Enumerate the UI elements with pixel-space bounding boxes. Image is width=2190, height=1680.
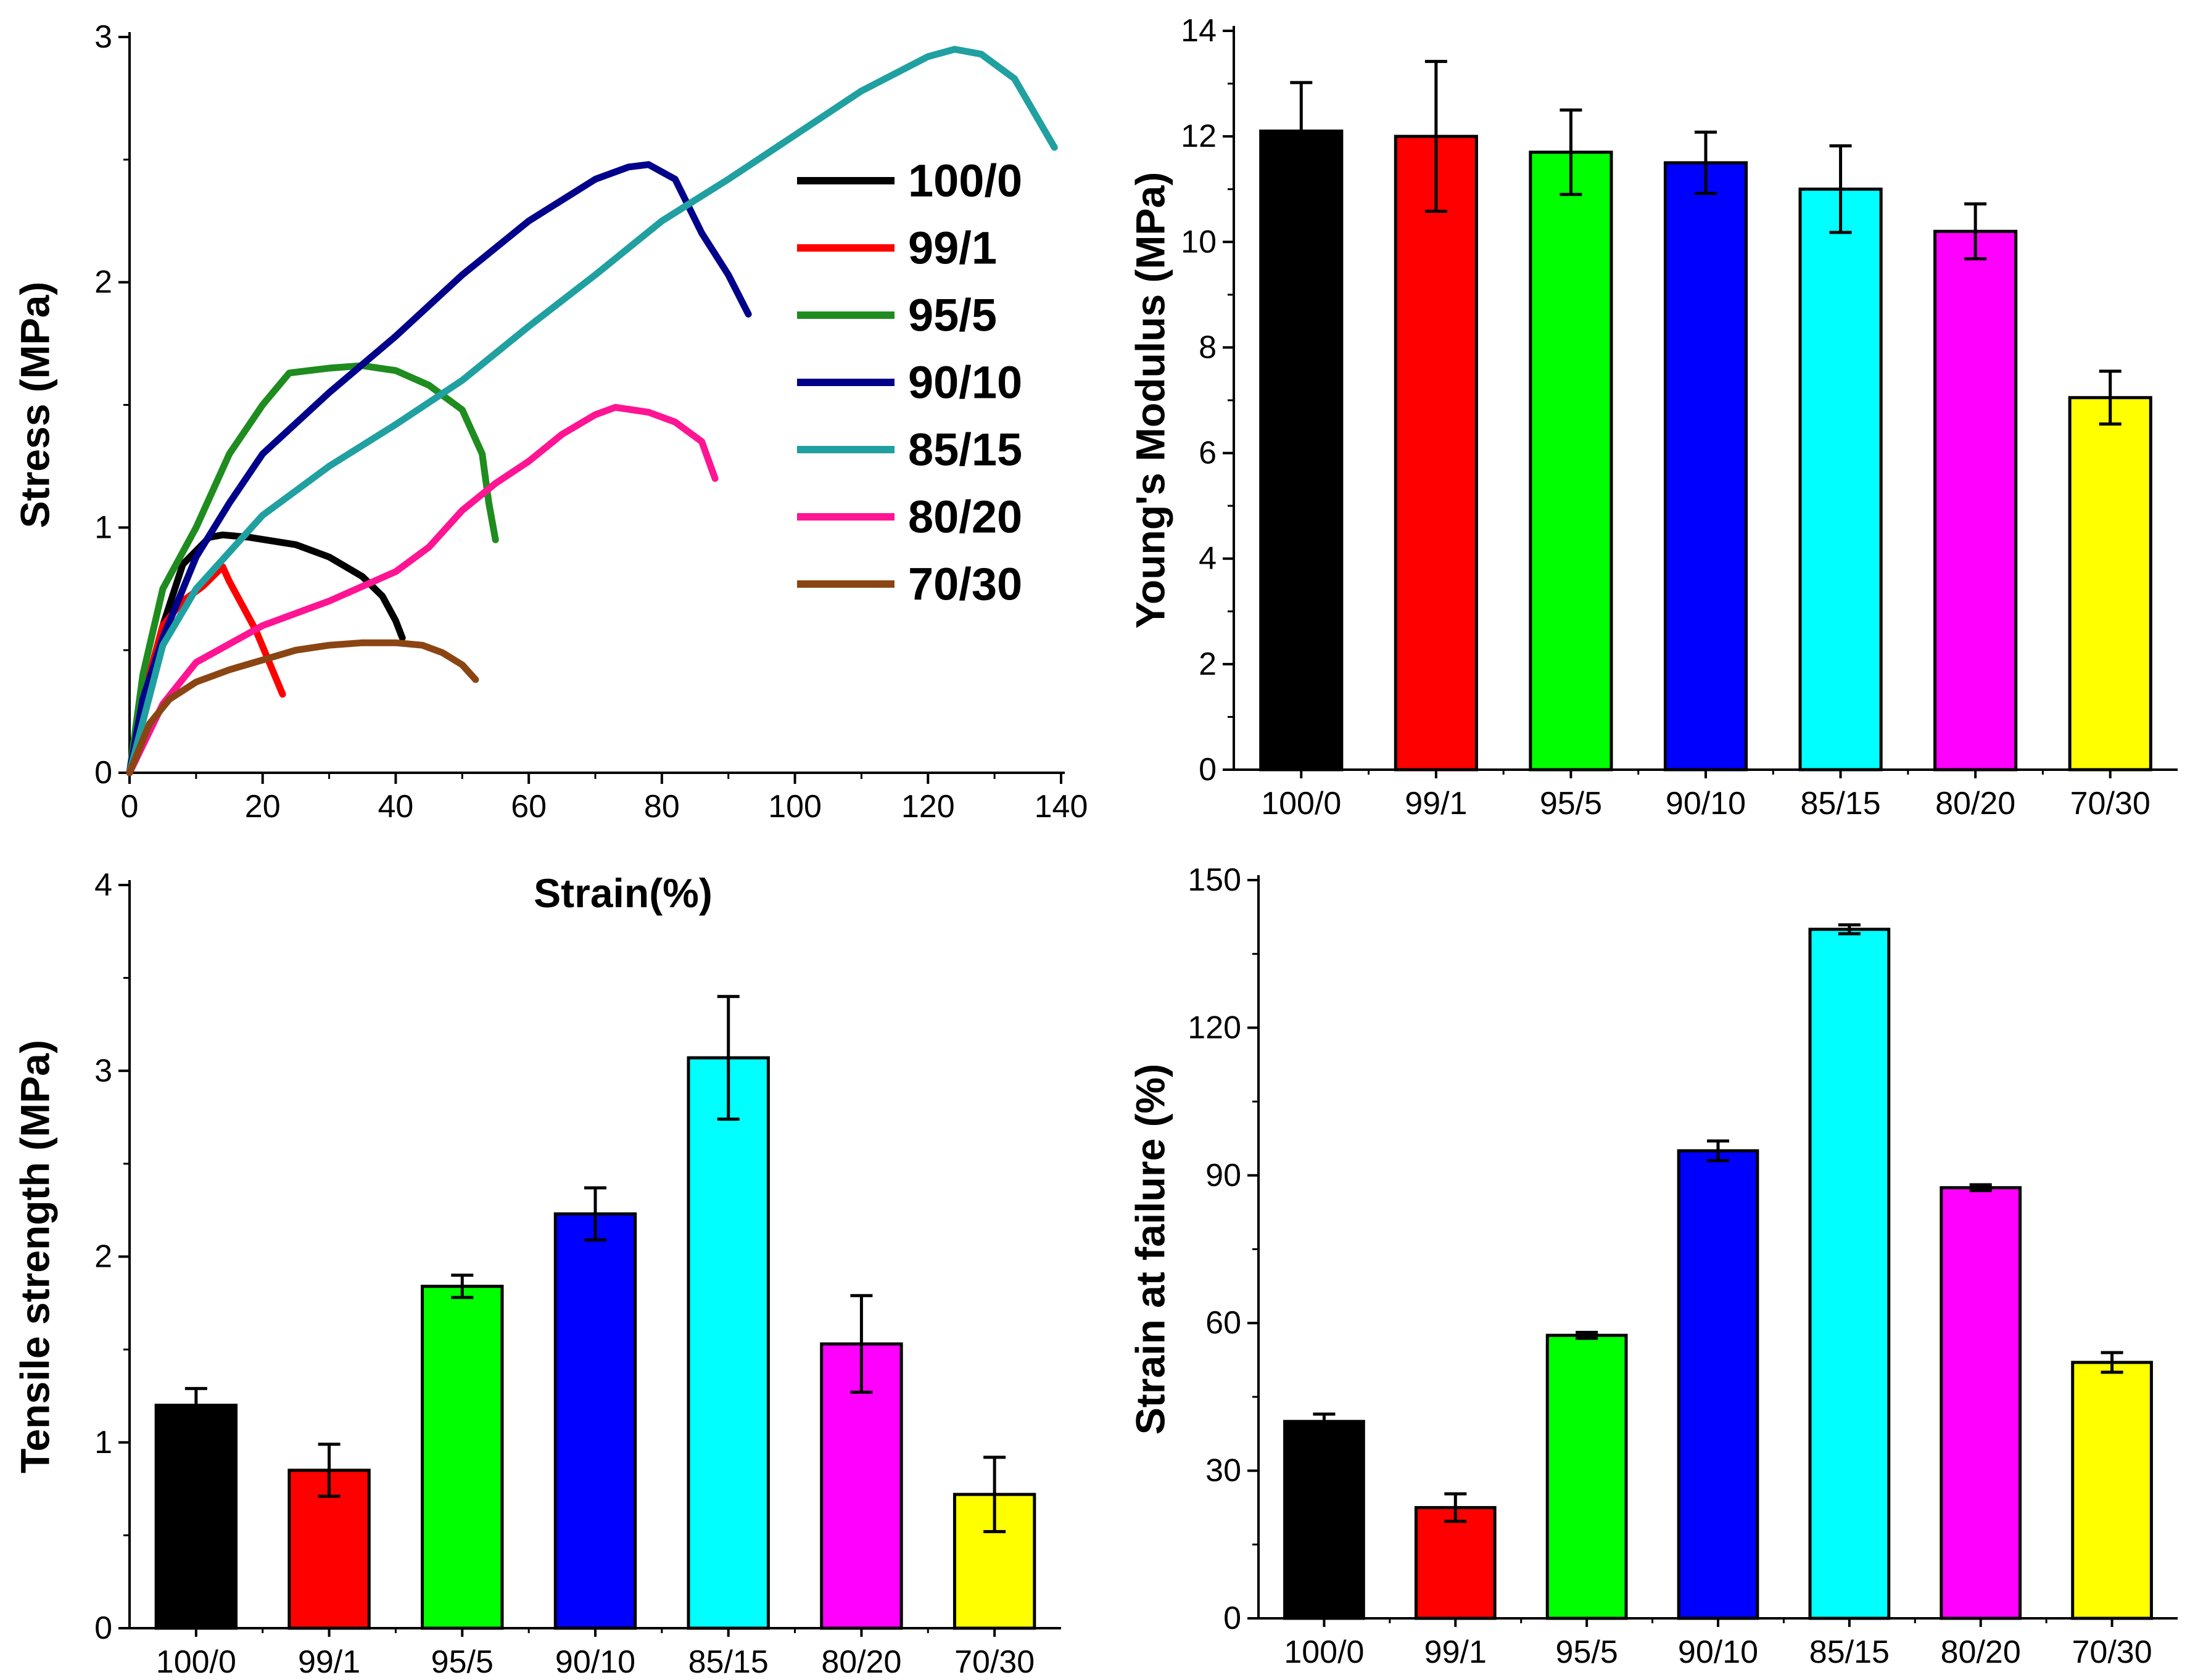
x-tick-label: 0 [121, 789, 139, 825]
y-tick-label: 2 [1199, 646, 1217, 682]
y-tick-label: 0 [1223, 1600, 1241, 1636]
x-tick-label: 100/0 [156, 1644, 236, 1680]
x-tick-label: 100 [768, 789, 822, 825]
x-tick-label: 70/30 [954, 1644, 1035, 1680]
y-tick-label: 12 [1181, 118, 1217, 154]
y-axis-title: Tensile strength (MPa) [12, 1040, 57, 1473]
x-axis-title: Strain(%) [534, 870, 713, 916]
bar-90-10 [553, 1212, 637, 1630]
y-tick-label: 4 [94, 867, 112, 903]
bar-100-0 [154, 1404, 238, 1630]
x-tick-label: 80/20 [1941, 1634, 2021, 1670]
y-tick-label: 150 [1188, 862, 1241, 898]
youngs-modulus-panel: 0 2 4 6 8 10 12 14 100/0 99/1 95/5 90/10 85/15 80/20 7… [1127, 13, 2178, 821]
bar-70-30 [2071, 1361, 2153, 1620]
x-tick-label: 90/10 [1666, 786, 1746, 821]
x-tick-label: 80/20 [1935, 786, 2015, 821]
bar-80-20 [1933, 229, 2018, 772]
bar-99-1 [1394, 134, 1478, 772]
y-tick-label: 3 [94, 19, 112, 55]
x-tick-label: 99/1 [298, 1644, 360, 1680]
bar-100-0 [1259, 130, 1344, 772]
y-tick-label: 90 [1205, 1158, 1241, 1193]
x-tick-label: 85/15 [1809, 1634, 1890, 1670]
x-tick-label: 99/1 [1405, 786, 1467, 821]
y-tick-label: 14 [1181, 13, 1217, 49]
y-tick-label: 0 [1199, 752, 1217, 788]
bar-90-10 [1677, 1149, 1759, 1620]
legend-label: 99/1 [908, 223, 997, 274]
bar-100-0 [1283, 1420, 1365, 1620]
y-tick-label: 6 [1199, 435, 1217, 471]
y-tick-label: 1 [94, 1425, 112, 1460]
x-tick-label: 20 [245, 789, 281, 825]
bar-95-5 [421, 1285, 504, 1630]
stress-strain-panel: 0 1 2 3 0 20 40 60 80 100 120 140 Strain(%) Stress (M… [12, 19, 1088, 916]
series-line-70-30 [126, 639, 479, 776]
x-tick-label: 40 [378, 789, 414, 825]
x-tick-label: 70/30 [2072, 1634, 2152, 1670]
bar-80-20 [1940, 1186, 2022, 1620]
x-tick-label: 95/5 [1540, 786, 1602, 821]
strain-at-failure-panel: 0 30 60 90 120 150 100/0 99/1 95/5 90/10 85/15 80/2… [1127, 862, 2178, 1670]
bar-85-15 [687, 1056, 770, 1630]
legend-label: 85/15 [908, 424, 1022, 476]
legend-label: 80/20 [908, 492, 1022, 543]
y-tick-label: 3 [94, 1053, 112, 1089]
series-line-90-10 [126, 161, 752, 776]
series-line-80-20 [126, 404, 719, 776]
x-tick-label: 90/10 [1678, 1634, 1758, 1670]
legend-label: 90/10 [908, 357, 1022, 408]
y-axis-title: Young's Modulus (MPa) [1127, 172, 1173, 628]
bar-85-15 [1808, 928, 1891, 1620]
x-tick-label: 140 [1035, 789, 1088, 825]
x-tick-label: 85/15 [688, 1644, 769, 1680]
y-tick-label: 8 [1199, 329, 1217, 365]
x-tick-label: 90/10 [555, 1644, 635, 1680]
x-tick-label: 99/1 [1424, 1634, 1487, 1670]
series-line-85-15 [126, 46, 1058, 776]
bar-95-5 [1545, 1333, 1628, 1620]
legend-label: 100/0 [908, 155, 1022, 207]
bar-90-10 [1663, 161, 1748, 772]
x-tick-label: 100/0 [1284, 1634, 1364, 1670]
bar-85-15 [1798, 187, 1883, 772]
y-tick-label: 2 [94, 265, 112, 300]
x-tick-label: 120 [901, 789, 955, 825]
y-tick-label: 0 [94, 755, 112, 791]
x-tick-label: 85/15 [1801, 786, 1881, 821]
y-axis-title: Stress (MPa) [12, 282, 57, 529]
y-tick-label: 0 [94, 1610, 112, 1646]
x-tick-label: 95/5 [1556, 1634, 1618, 1670]
bar-70-30 [2068, 396, 2152, 772]
x-tick-label: 60 [511, 789, 547, 825]
y-tick-label: 1 [94, 509, 112, 545]
x-tick-label: 80 [644, 789, 680, 825]
x-tick-label: 100/0 [1261, 786, 1341, 821]
y-axis-title: Strain at failure (%) [1127, 1064, 1173, 1435]
bar-95-5 [1529, 150, 1613, 772]
x-tick-label: 70/30 [2070, 786, 2151, 821]
x-tick-label: 95/5 [431, 1644, 494, 1680]
bar-99-1 [1414, 1505, 1497, 1620]
y-tick-label: 4 [1199, 541, 1217, 577]
y-tick-label: 60 [1205, 1305, 1241, 1341]
series-line-95-5 [126, 362, 499, 776]
x-tick-label: 80/20 [821, 1644, 901, 1680]
y-tick-label: 120 [1188, 1010, 1241, 1045]
tensile-strength-panel: 0 1 2 3 4 100/0 99/1 95/5 90/10 85/15 80/20 70/30 Te… [12, 867, 1061, 1680]
legend-label: 95/5 [908, 290, 997, 341]
y-tick-label: 10 [1181, 224, 1217, 260]
y-tick-label: 2 [94, 1239, 112, 1275]
y-tick-label: 30 [1205, 1453, 1241, 1489]
legend-label: 70/30 [908, 559, 1022, 610]
